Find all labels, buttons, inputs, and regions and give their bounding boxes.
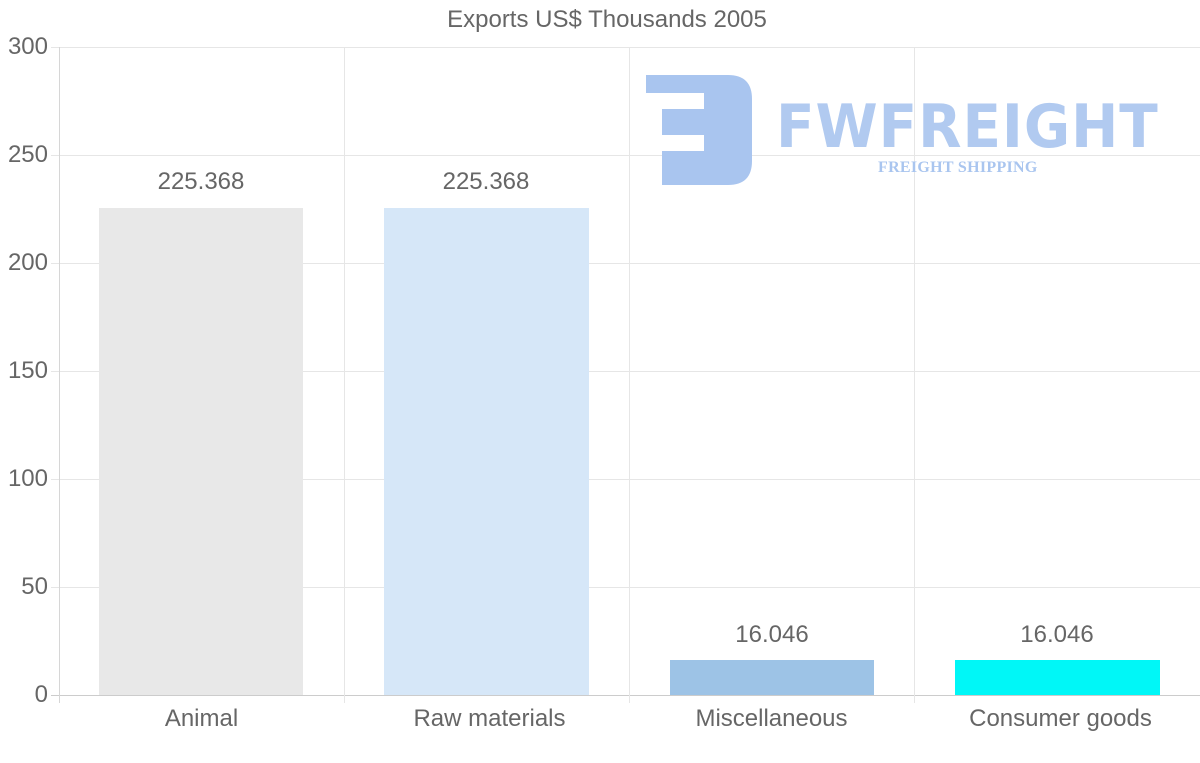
y-tick-100: 100 — [7, 465, 48, 492]
x-tick-raw-materials: Raw materials — [413, 705, 566, 732]
x-axis-line — [51, 695, 1200, 696]
vgridline-1 — [344, 47, 345, 703]
y-tick-300: 300 — [7, 33, 48, 60]
vgridline-2 — [629, 47, 630, 703]
fwfreight-watermark: FWFREIGHT FREIGHT SHIPPING — [646, 73, 1166, 188]
x-tick-miscellaneous: Miscellaneous — [695, 705, 848, 732]
x-tick-consumer-goods: Consumer goods — [969, 705, 1152, 732]
y-tick-250: 250 — [7, 141, 48, 168]
gridline-100 — [51, 479, 1200, 480]
y-tick-200: 200 — [7, 249, 48, 276]
gridline-200 — [51, 263, 1200, 264]
bar-consumer-goods[interactable] — [955, 660, 1160, 695]
y-tick-150: 150 — [7, 357, 48, 384]
value-label-animal: 225.368 — [157, 168, 245, 195]
watermark-brand: FWFREIGHT — [776, 92, 1159, 162]
y-axis-line — [59, 47, 60, 703]
gridline-150 — [51, 371, 1200, 372]
gridline-300 — [51, 47, 1200, 48]
x-tick-animal: Animal — [164, 705, 239, 732]
bar-raw-materials[interactable] — [384, 208, 589, 695]
fwfreight-logo-icon — [646, 75, 752, 185]
gridline-250 — [51, 155, 1200, 156]
chart-title: Exports US$ Thousands 2005 — [447, 6, 767, 33]
value-label-miscellaneous: 16.046 — [735, 621, 809, 648]
y-tick-50: 50 — [21, 573, 48, 600]
watermark-tagline: FREIGHT SHIPPING — [878, 159, 1038, 176]
value-label-raw-materials: 225.368 — [442, 168, 530, 195]
vgridline-3 — [914, 47, 915, 703]
bar-animal[interactable] — [99, 208, 303, 695]
y-tick-0: 0 — [34, 681, 48, 708]
plot-area — [51, 47, 1200, 703]
value-label-consumer-goods: 16.046 — [1020, 621, 1094, 648]
gridline-50 — [51, 587, 1200, 588]
bar-miscellaneous[interactable] — [670, 660, 874, 695]
